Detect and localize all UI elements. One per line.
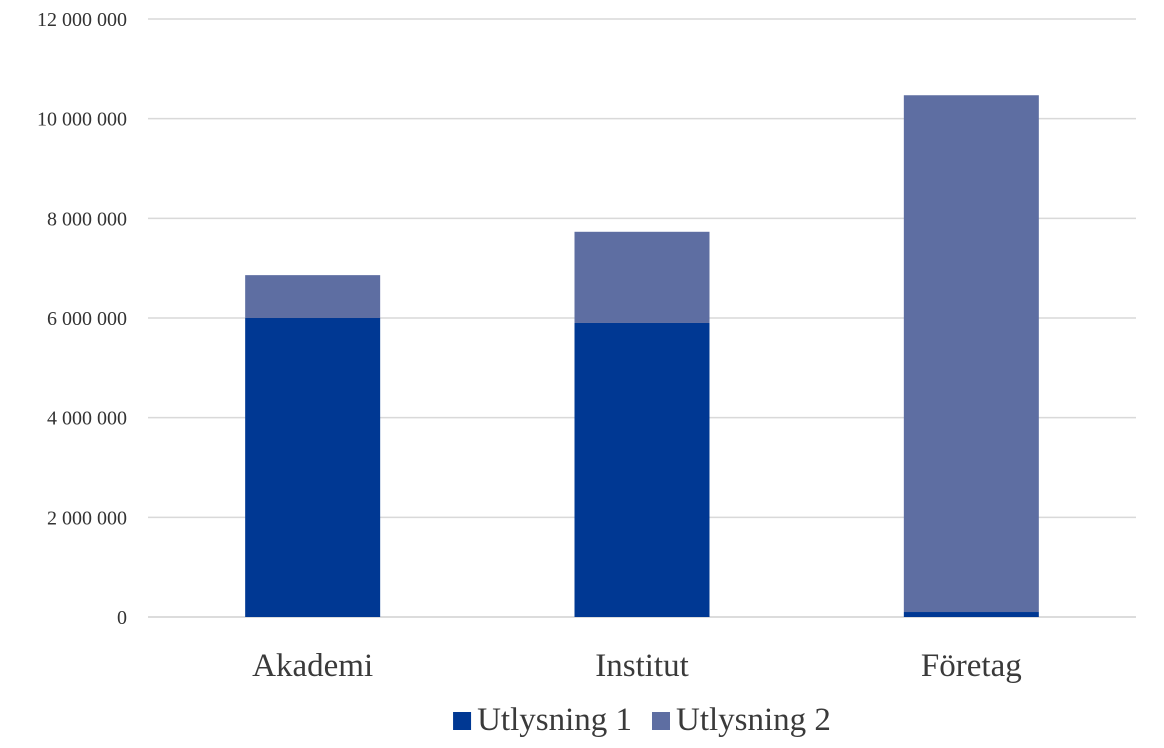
y-axis-ticks: 0 2 000 000 4 000 000 6 000 000 8 000 000 10 … [37,9,127,629]
y-tick-label: 0 [117,607,127,629]
y-tick-label: 8 000 000 [47,208,127,230]
bar-akademi-series-1 [245,318,381,617]
x-category-label: Institut [595,648,689,684]
y-tick-label: 2 000 000 [47,507,127,529]
bar-akademi-series-2 [245,275,381,318]
legend-item: Utlysning 2 [652,702,831,738]
y-tick-label: 4 000 000 [47,408,127,430]
bar-företag-series-1 [903,612,1039,617]
x-category-label: Företag [921,648,1022,684]
legend-item: Utlysning 1 [453,702,632,738]
y-tick-label: 10 000 000 [37,109,127,131]
legend: Utlysning 1 Utlysning 2 [453,702,831,738]
legend-swatch [652,712,670,730]
legend-label: Utlysning 2 [676,702,831,738]
x-axis-categories: Akademi Institut Företag [252,648,1022,684]
bar-företag-series-2 [903,95,1039,613]
bars [245,95,1039,617]
legend-label: Utlysning 1 [477,702,632,738]
bar-institut-series-2 [574,231,710,323]
bar-institut-series-1 [574,322,710,617]
y-tick-label: 6 000 000 [47,308,127,330]
legend-swatch [453,712,472,730]
x-category-label: Akademi [252,648,373,684]
y-tick-label: 12 000 000 [37,9,127,31]
